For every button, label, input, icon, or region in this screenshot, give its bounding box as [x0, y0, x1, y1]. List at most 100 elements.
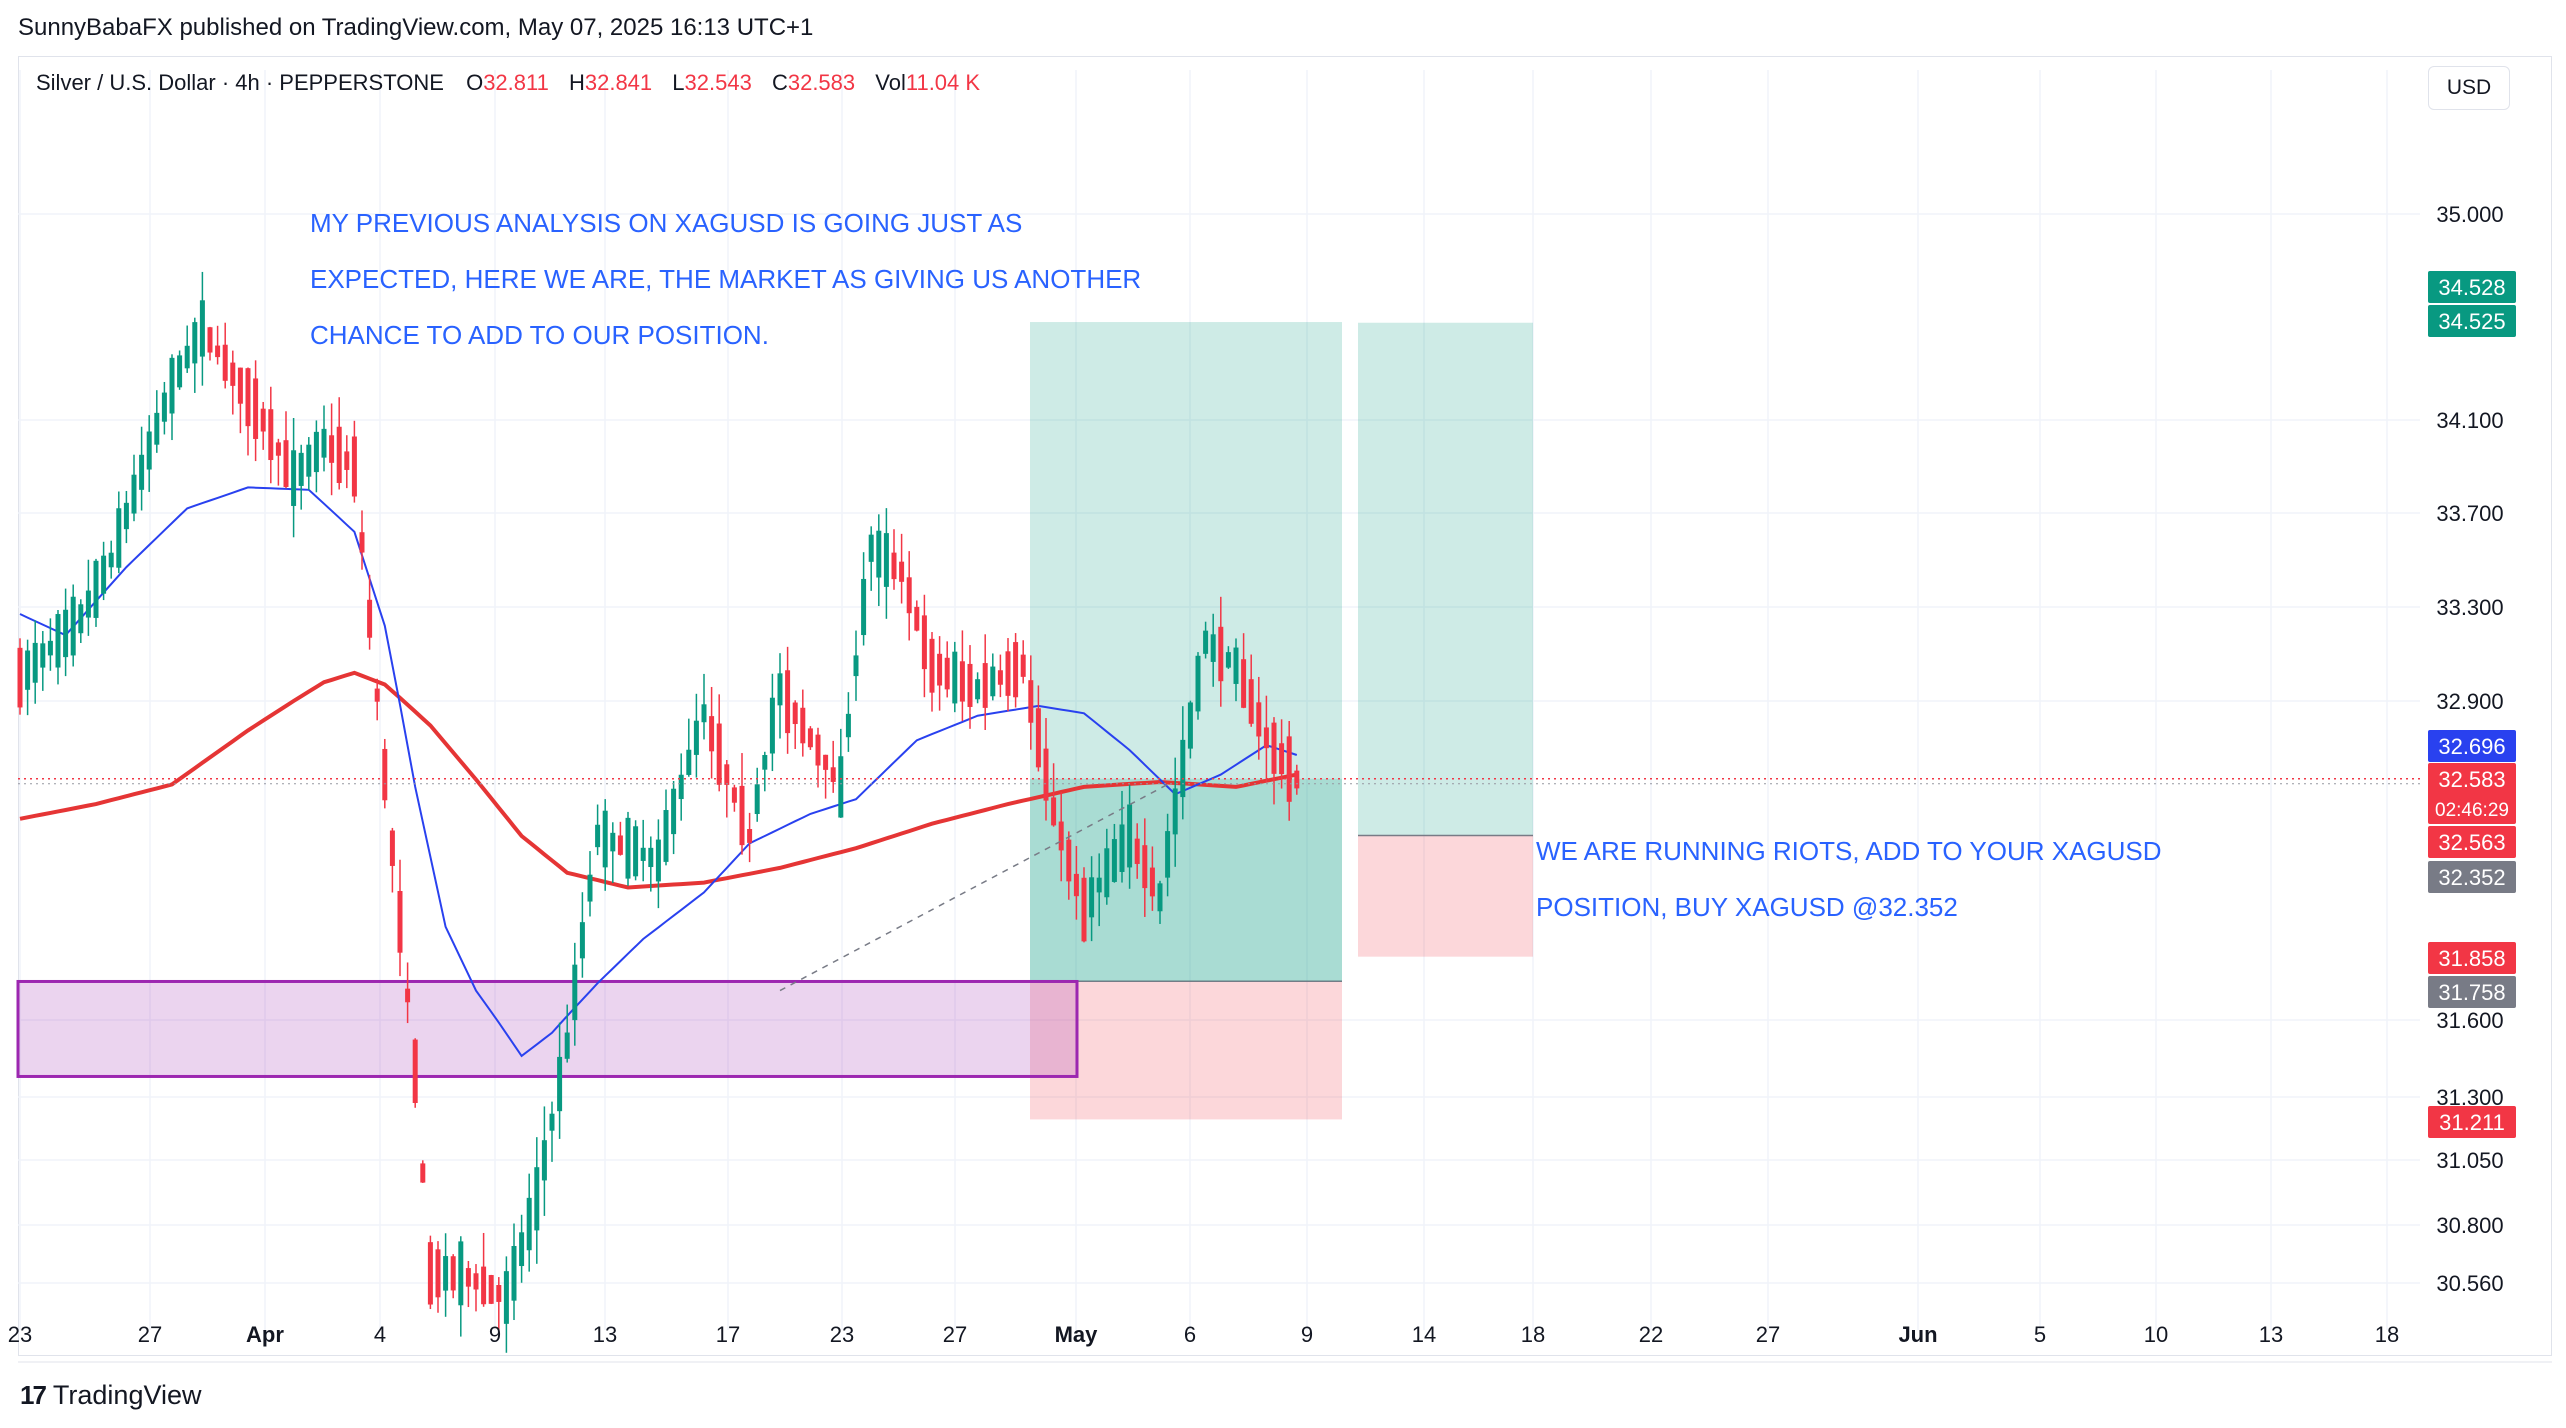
candle-body-73 — [572, 964, 578, 1021]
candle-body-143 — [1104, 848, 1110, 898]
time-tick-12: 14 — [1412, 1322, 1436, 1347]
candle-body-140 — [1081, 877, 1087, 942]
candle-body-53 — [420, 1163, 426, 1183]
candle-body-146 — [1127, 804, 1133, 868]
candle-body-41 — [329, 435, 335, 463]
candle-body-42 — [336, 426, 342, 483]
time-tick-6: 17 — [716, 1322, 740, 1347]
candle-body-0 — [17, 647, 23, 708]
candle-body-75 — [587, 874, 593, 902]
time-tick-16: Jun — [1898, 1322, 1937, 1347]
price-tick-6: 31.300 — [2436, 1085, 2503, 1110]
tradingview-logo[interactable]: 17 TradingView — [20, 1380, 202, 1411]
candle-body-49 — [389, 830, 395, 866]
symbol-name[interactable]: Silver / U.S. Dollar · 4h · PEPPERSTONE — [36, 70, 444, 95]
candle-body-130 — [1005, 651, 1011, 696]
candle-body-152 — [1172, 788, 1178, 835]
position-1-stop-zone — [1358, 835, 1533, 957]
demand-zone — [16, 979, 1079, 1078]
candle-body-121 — [937, 653, 943, 686]
price-label-bg-1 — [2428, 305, 2516, 337]
candle-body-58 — [458, 1241, 464, 1306]
candle-body-156 — [1203, 630, 1209, 654]
time-tick-20: 18 — [2375, 1322, 2399, 1347]
candle-body-157 — [1210, 634, 1216, 662]
candle-body-35 — [283, 440, 289, 487]
price-label-8: 31.758 — [2438, 980, 2505, 1005]
price-label-7: 31.858 — [2438, 946, 2505, 971]
candle-body-85 — [663, 810, 669, 862]
candle-body-27 — [222, 344, 228, 381]
time-tick-1: 27 — [138, 1322, 162, 1347]
candle-body-90 — [701, 704, 707, 723]
price-label-3: 32.583 — [2438, 767, 2505, 792]
time-tick-7: 23 — [830, 1322, 854, 1347]
candle-body-77 — [602, 810, 608, 868]
candle-body-167 — [1286, 736, 1292, 802]
price-label-6: 32.352 — [2438, 865, 2505, 890]
currency-button[interactable]: USD — [2428, 66, 2510, 110]
candle-body-165 — [1271, 722, 1277, 774]
position-0-target-zone — [1030, 322, 1342, 982]
candle-body-116 — [899, 561, 905, 582]
price-label-bg-7 — [2428, 942, 2516, 974]
low-value: 32.543 — [684, 70, 752, 95]
candle-body-79 — [617, 835, 623, 855]
candle-body-124 — [959, 661, 965, 702]
candle-body-32 — [260, 408, 266, 432]
candle-body-76 — [595, 824, 601, 848]
candle-body-141 — [1089, 877, 1095, 918]
candle-body-162 — [1248, 679, 1254, 724]
candle-body-16 — [139, 454, 145, 490]
candle-body-127 — [982, 663, 988, 708]
price-label-9: 31.211 — [2439, 1110, 2505, 1135]
candle-body-111 — [861, 578, 867, 636]
candle-body-134 — [1035, 708, 1041, 768]
candle-body-25 — [207, 327, 213, 353]
price-label-1: 34.525 — [2438, 309, 2505, 334]
candle-body-81 — [633, 826, 639, 877]
candle-body-54 — [427, 1242, 433, 1305]
candle-body-137 — [1058, 821, 1064, 851]
time-tick-19: 13 — [2259, 1322, 2283, 1347]
price-label-bg-4 — [2428, 792, 2516, 824]
candle-body-103 — [800, 707, 806, 744]
candle-body-55 — [435, 1249, 441, 1298]
candle-body-148 — [1142, 845, 1148, 889]
candle-body-66 — [519, 1232, 525, 1267]
candle-body-105 — [815, 734, 821, 766]
candle-body-108 — [838, 756, 844, 818]
candle-body-93 — [724, 764, 730, 785]
candle-body-80 — [625, 817, 631, 879]
candle-body-52 — [412, 1039, 418, 1103]
candle-body-2 — [32, 642, 38, 683]
candle-body-126 — [975, 679, 981, 700]
symbol-legend[interactable]: Silver / U.S. Dollar · 4h · PEPPERSTONE … — [36, 70, 994, 96]
candle-body-50 — [397, 891, 403, 953]
candle-body-31 — [253, 378, 259, 439]
time-tick-13: 18 — [1521, 1322, 1545, 1347]
volume-value: 11.04 K — [905, 70, 981, 95]
candle-body-96 — [747, 829, 753, 843]
candle-body-34 — [275, 442, 281, 456]
candle-body-117 — [906, 577, 912, 614]
candle-body-123 — [952, 651, 958, 704]
price-label-4: 02:46:29 — [2435, 800, 2509, 821]
candle-body-30 — [245, 368, 251, 427]
candle-body-70 — [549, 1113, 555, 1131]
candle-body-38 — [306, 444, 312, 477]
candle-body-112 — [868, 534, 874, 562]
candle-body-164 — [1263, 727, 1269, 749]
time-tick-8: 27 — [943, 1322, 967, 1347]
candle-body-106 — [823, 754, 829, 770]
candle-body-1 — [25, 650, 31, 690]
candle-body-45 — [359, 532, 365, 553]
ma-fast-line — [19, 486, 1298, 1058]
time-tick-17: 5 — [2034, 1322, 2046, 1347]
candle-body-69 — [541, 1140, 547, 1181]
candle-body-114 — [883, 533, 889, 587]
candle-body-29 — [237, 367, 243, 404]
candle-body-161 — [1241, 659, 1247, 708]
candle-body-12 — [108, 552, 114, 568]
